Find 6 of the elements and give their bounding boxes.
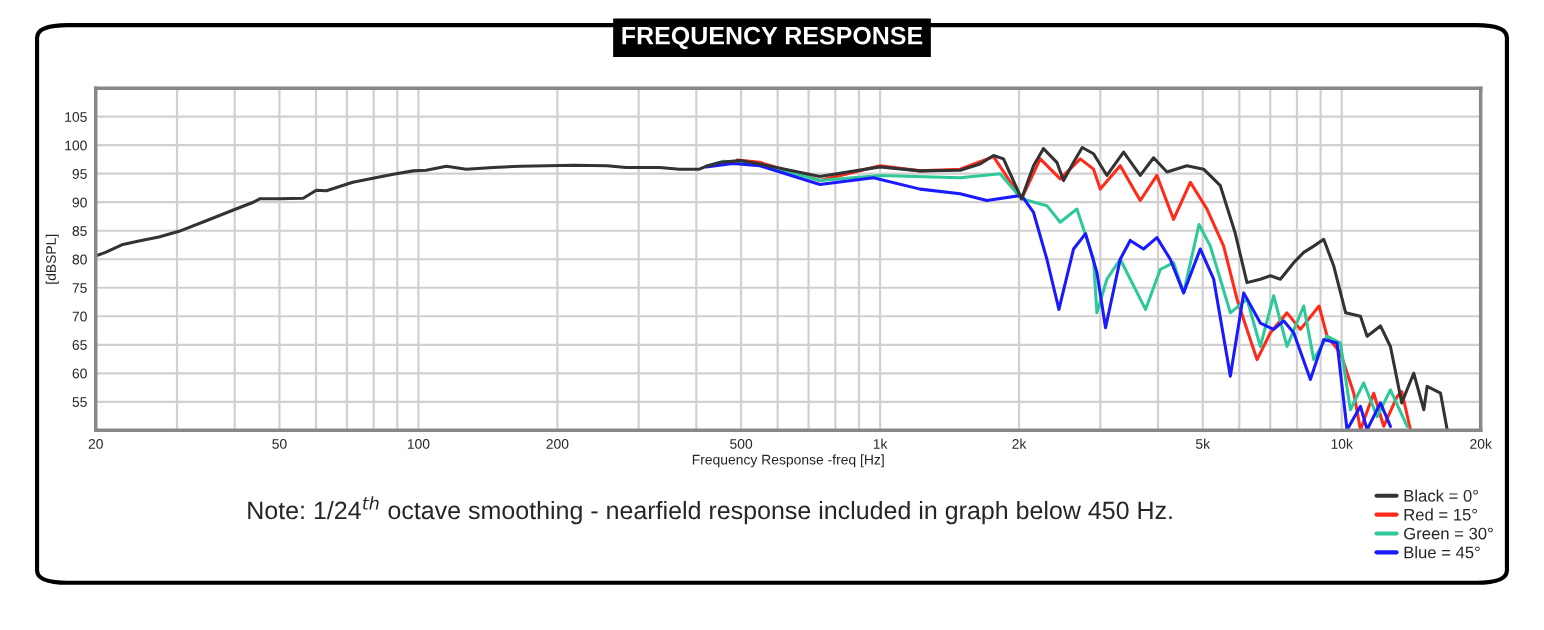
legend-label: Black = 0° [1404,489,1478,502]
legend-label: Blue = 45° [1404,546,1480,559]
text: Note: 1/24$^{th}$ octave smoothing - nearfield response included in graph below 450 Hz. [248,496,1172,525]
legend-label: Green = 30° [1404,527,1493,540]
legend-label: Red = 15° [1404,508,1477,521]
chart-title: FREQUENCY RESPONSE [622,26,923,50]
